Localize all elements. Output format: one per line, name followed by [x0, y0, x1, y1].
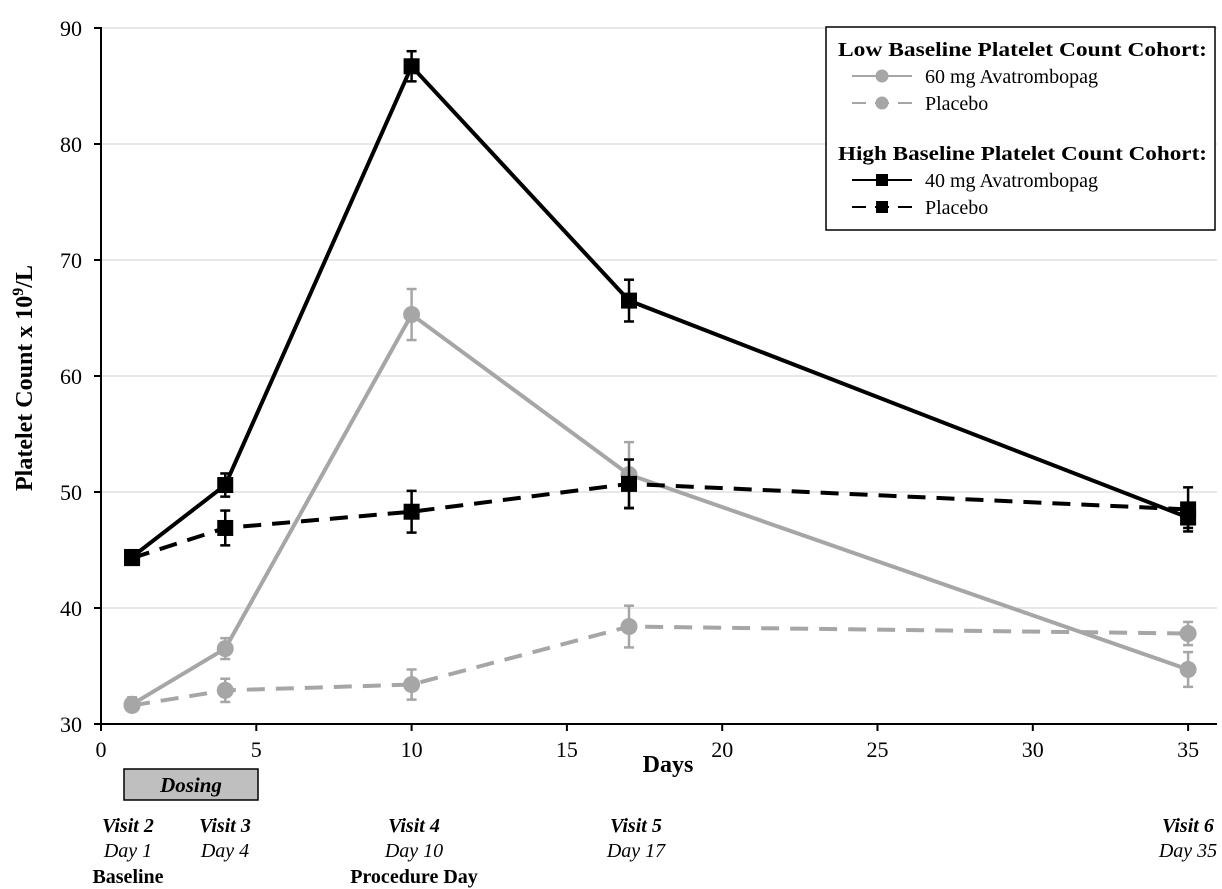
legend-heading: Low Baseline Platelet Count Cohort:	[838, 39, 1207, 61]
y-tick-label: 80	[60, 132, 82, 157]
series-line	[131, 624, 1189, 708]
y-tick-label: 50	[60, 480, 82, 505]
data-point	[123, 695, 141, 713]
legend: Low Baseline Platelet Count Cohort: 60 mg…	[825, 26, 1216, 231]
visit-day: Day 1	[103, 840, 152, 862]
y-axis-title: Platelet Count x 109/L	[10, 265, 38, 491]
dosing-label: Dosing	[159, 773, 222, 797]
tick-labels: 30 40 50 60 70 80 90 0 5 10 15 20 25 30 35	[60, 16, 1199, 762]
series-3	[124, 458, 1197, 567]
data-point	[217, 519, 234, 536]
y-tick-label: 60	[60, 364, 82, 389]
data-point	[216, 640, 234, 658]
data-point	[620, 618, 638, 636]
x-tick-label: 10	[401, 737, 423, 762]
data-point	[621, 475, 638, 492]
x-tick-label: 25	[867, 737, 889, 762]
visit-name: Visit 4	[388, 815, 440, 837]
y-tick-label: 30	[60, 712, 82, 737]
data-point	[875, 96, 889, 110]
visit-annotation: Visit 4 Day 10 Procedure Day	[350, 815, 478, 888]
data-point	[1179, 625, 1197, 643]
data-point	[876, 201, 888, 213]
series-2	[124, 49, 1197, 565]
x-tick-label: 30	[1022, 737, 1044, 762]
legend-label: Placebo	[925, 93, 988, 115]
data-point	[124, 548, 141, 565]
visit-annotation: Visit 6 Day 35	[1158, 815, 1217, 862]
series-1	[123, 604, 1197, 714]
y-tick-label: 70	[60, 248, 82, 273]
y-tick-label: 40	[60, 596, 82, 621]
data-point	[621, 292, 638, 309]
visit-name: Visit 3	[199, 815, 251, 837]
visit-name: Visit 5	[610, 815, 662, 837]
visit-name: Visit 2	[102, 815, 154, 837]
data-point	[1179, 660, 1197, 678]
legend-label: Placebo	[925, 197, 988, 219]
dosing-box	[123, 768, 259, 801]
visit-annotation: Visit 3 Day 4	[199, 815, 251, 862]
y-tick-label: 90	[60, 16, 82, 41]
series	[123, 49, 1197, 714]
x-tick-label: 0	[96, 737, 107, 762]
visit-day: Day 17	[606, 840, 666, 862]
data-point	[1180, 509, 1197, 526]
data-point	[216, 681, 234, 699]
series-0	[123, 287, 1197, 713]
visit-note: Procedure Day	[350, 866, 478, 888]
visit-note: Baseline	[92, 866, 163, 888]
visit-day: Day 10	[384, 840, 443, 862]
data-point	[875, 69, 889, 83]
legend-label: 60 mg Avatrombopag	[925, 66, 1098, 88]
x-tick-label: 15	[556, 737, 578, 762]
legend-box	[825, 26, 1216, 231]
legend-heading: High Baseline Platelet Count Cohort:	[838, 143, 1207, 165]
x-tick-label: 35	[1177, 737, 1199, 762]
visit-day: Day 4	[200, 840, 249, 862]
data-point	[876, 174, 888, 186]
series-line	[131, 311, 1189, 706]
x-tick-label: 5	[251, 737, 262, 762]
series-line	[131, 481, 1189, 561]
legend-label: 40 mg Avatrombopag	[925, 170, 1098, 192]
visit-day: Day 35	[1158, 840, 1217, 862]
data-point	[403, 503, 420, 520]
visit-annotation: Visit 2 Day 1 Baseline	[92, 815, 163, 888]
data-point	[403, 306, 421, 324]
x-axis-title: Days	[643, 752, 694, 778]
visit-annotation: Visit 5 Day 17	[606, 815, 666, 862]
data-point	[403, 676, 421, 694]
gridlines	[101, 27, 1217, 609]
x-tick-label: 20	[711, 737, 733, 762]
visit-name: Visit 6	[1162, 815, 1214, 837]
data-point	[217, 477, 234, 494]
data-point	[403, 58, 420, 75]
